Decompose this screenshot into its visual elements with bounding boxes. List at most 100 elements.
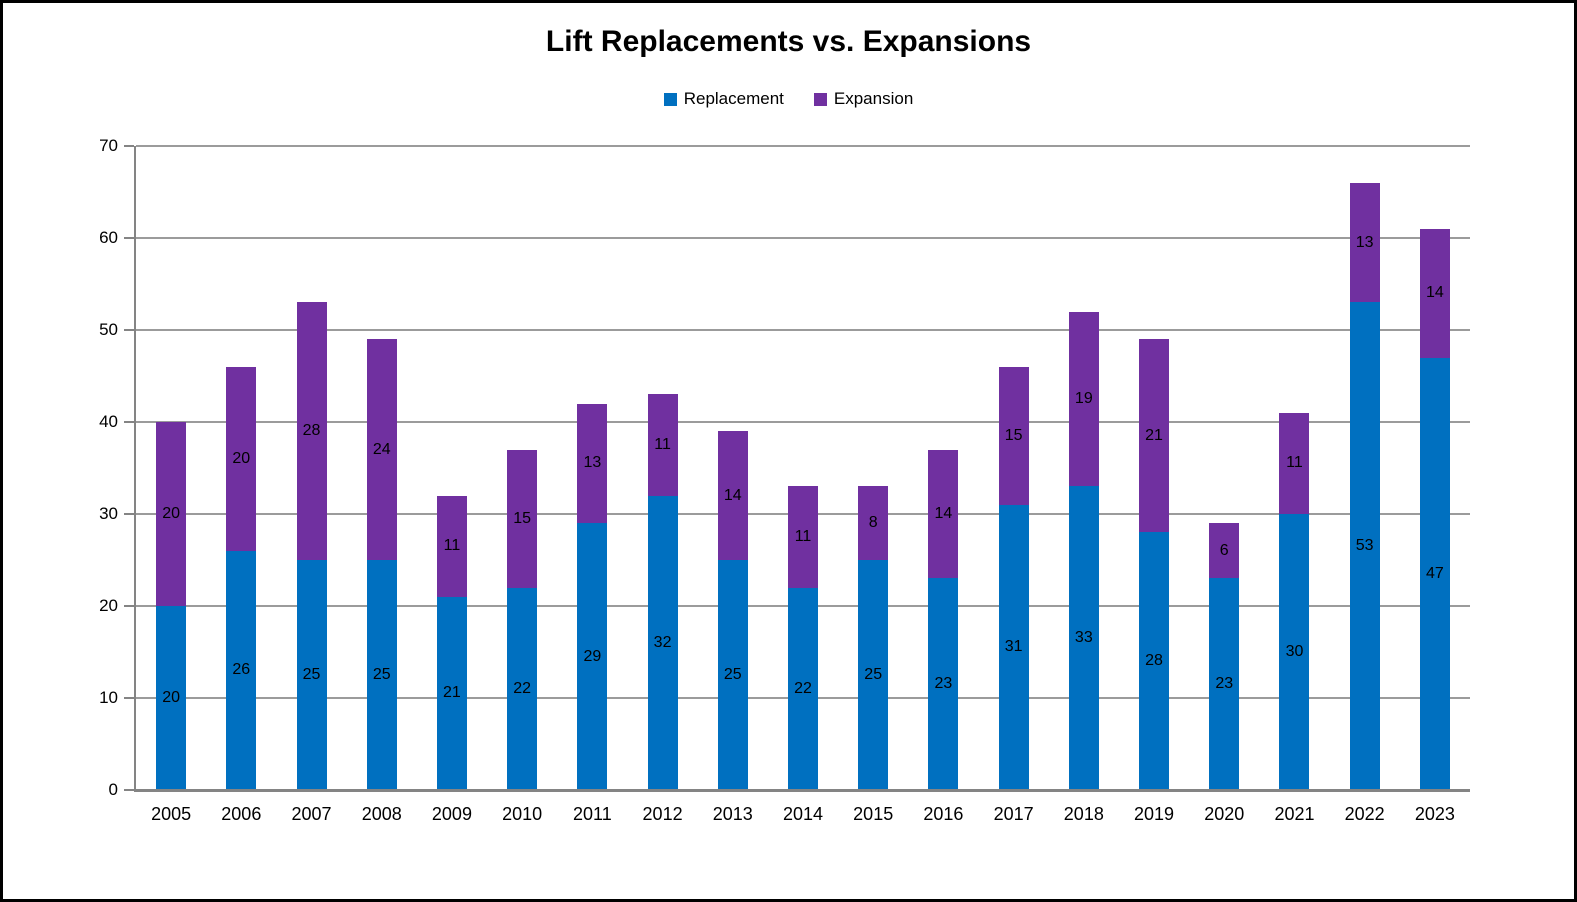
value-label-replacement-2009: 21: [443, 684, 461, 702]
bar-expansion-2021: [1279, 412, 1310, 514]
legend-item-expansion: Expansion: [813, 89, 914, 109]
y-tick-40: [124, 421, 134, 423]
value-label-expansion-2015: 8: [868, 514, 878, 532]
bar-replacement-2018: [1068, 486, 1099, 790]
bar-expansion-2020: [1209, 523, 1240, 579]
value-label-expansion-2010: 15: [513, 509, 532, 527]
expansion-swatch-icon: [813, 92, 827, 106]
y-axis-line: [134, 146, 136, 792]
x-axis-label-2015: 2015: [853, 804, 894, 824]
y-tick-60: [124, 237, 134, 239]
value-label-replacement-2019: 28: [1145, 652, 1163, 670]
value-label-replacement-2010: 22: [513, 679, 532, 697]
value-label-replacement-2011: 29: [583, 647, 602, 665]
value-label-expansion-2019: 21: [1145, 426, 1163, 444]
value-label-expansion-2014: 11: [794, 528, 812, 545]
bar-replacement-2015: [858, 560, 889, 790]
y-tick-30: [124, 513, 134, 515]
bar-expansion-2013: [717, 431, 748, 560]
value-label-replacement-2023: 47: [1425, 564, 1444, 582]
value-label-expansion-2012: 11: [654, 436, 671, 453]
bar-replacement-2014: [788, 587, 818, 790]
value-label-expansion-2018: 19: [1074, 390, 1093, 407]
bar-replacement-2008: [366, 560, 397, 790]
bar-expansion-2011: [577, 403, 608, 524]
value-label-expansion-2005: 20: [162, 505, 180, 522]
value-label-replacement-2021: 30: [1285, 643, 1304, 660]
value-label-replacement-2017: 31: [1004, 638, 1023, 656]
legend-label-expansion: Expansion: [833, 89, 914, 108]
bar-replacement-2007: [296, 560, 327, 790]
gridline-70: [136, 145, 1470, 147]
plot-area: 20 20 26 20 25 28 25 24 21 11 22 15 29 13 32 11 25 14 22 11…: [136, 145, 1470, 792]
x-axis-label-2008: 2008: [361, 804, 402, 824]
value-label-expansion-2016: 14: [934, 505, 953, 522]
legend-item-replacement: Replacement: [663, 89, 784, 109]
x-axis-label-2021: 2021: [1274, 804, 1315, 824]
x-axis-label-2012: 2012: [642, 804, 683, 824]
value-label-replacement-2013: 25: [723, 666, 742, 683]
bar-replacement-2010: [507, 587, 538, 790]
bar-expansion-2023: [1419, 228, 1450, 358]
bar-expansion-2016: [928, 449, 959, 579]
bar-replacement-2013: [717, 560, 748, 790]
bar-replacement-2006: [226, 550, 257, 790]
x-axis-label-2020: 2020: [1204, 804, 1245, 824]
chart-title: Lift Replacements vs. Expansions: [545, 25, 1032, 58]
x-axis-line: [136, 789, 1470, 792]
bar-replacement-2022: [1349, 302, 1380, 790]
bar-replacement-2005: [156, 606, 187, 790]
bar-expansion-2014: [788, 486, 818, 588]
bar-replacement-2020: [1209, 578, 1240, 790]
value-label-replacement-2005: 20: [162, 689, 180, 706]
x-axis-label-2009: 2009: [431, 804, 472, 824]
bar-expansion-2008: [366, 339, 397, 560]
y-axis-label-20: 20: [99, 596, 118, 615]
bar-replacement-2019: [1139, 532, 1170, 790]
y-tick-50: [124, 329, 134, 331]
x-axis-label-2007: 2007: [291, 804, 332, 824]
value-label-expansion-2009: 11: [443, 537, 461, 555]
bar-expansion-2022: [1349, 182, 1380, 303]
bar-expansion-2015: [858, 486, 889, 560]
bar-replacement-2021: [1279, 514, 1310, 790]
value-label-expansion-2021: 11: [1286, 454, 1303, 472]
bar-expansion-2018: [1068, 311, 1099, 487]
value-label-expansion-2022: 13: [1355, 233, 1374, 251]
bar-expansion-2017: [998, 366, 1029, 505]
x-axis-label-2013: 2013: [712, 804, 753, 824]
value-label-replacement-2007: 25: [302, 666, 321, 683]
y-axis-label-10: 10: [99, 688, 118, 707]
y-axis-label-50: 50: [99, 320, 118, 339]
bar-expansion-2005: [156, 422, 187, 606]
gridline-50: [136, 329, 1470, 331]
x-axis-label-2014: 2014: [782, 804, 824, 824]
x-axis-label-2006: 2006: [221, 804, 262, 824]
value-label-expansion-2023: 14: [1425, 284, 1444, 302]
x-axis-label-2011: 2011: [573, 804, 612, 824]
value-label-expansion-2007: 28: [302, 422, 321, 440]
y-tick-70: [124, 145, 134, 147]
x-axis-label-2019: 2019: [1134, 804, 1175, 824]
bar-expansion-2009: [436, 495, 467, 597]
legend-label-replacement: Replacement: [683, 89, 784, 108]
replacement-swatch-icon: [663, 92, 677, 106]
y-axis-label-40: 40: [99, 412, 118, 431]
value-label-replacement-2014: 22: [794, 679, 812, 697]
value-label-replacement-2008: 25: [372, 666, 391, 683]
chart-legend: Replacement Expansion: [3, 89, 1574, 109]
gridline-60: [136, 237, 1470, 239]
value-label-replacement-2016: 23: [934, 675, 953, 693]
x-axis-label-2010: 2010: [502, 804, 543, 824]
bar-expansion-2007: [296, 302, 327, 560]
bar-expansion-2012: [647, 394, 678, 496]
value-label-replacement-2018: 33: [1074, 629, 1093, 647]
x-axis-label-2022: 2022: [1344, 804, 1385, 824]
gridline-40: [136, 421, 1470, 423]
value-label-replacement-2015: 25: [864, 666, 883, 683]
value-label-replacement-2012: 32: [653, 633, 672, 651]
value-label-expansion-2008: 24: [372, 440, 391, 458]
bar-replacement-2009: [436, 596, 467, 790]
x-axis-label-2005: 2005: [151, 804, 192, 824]
